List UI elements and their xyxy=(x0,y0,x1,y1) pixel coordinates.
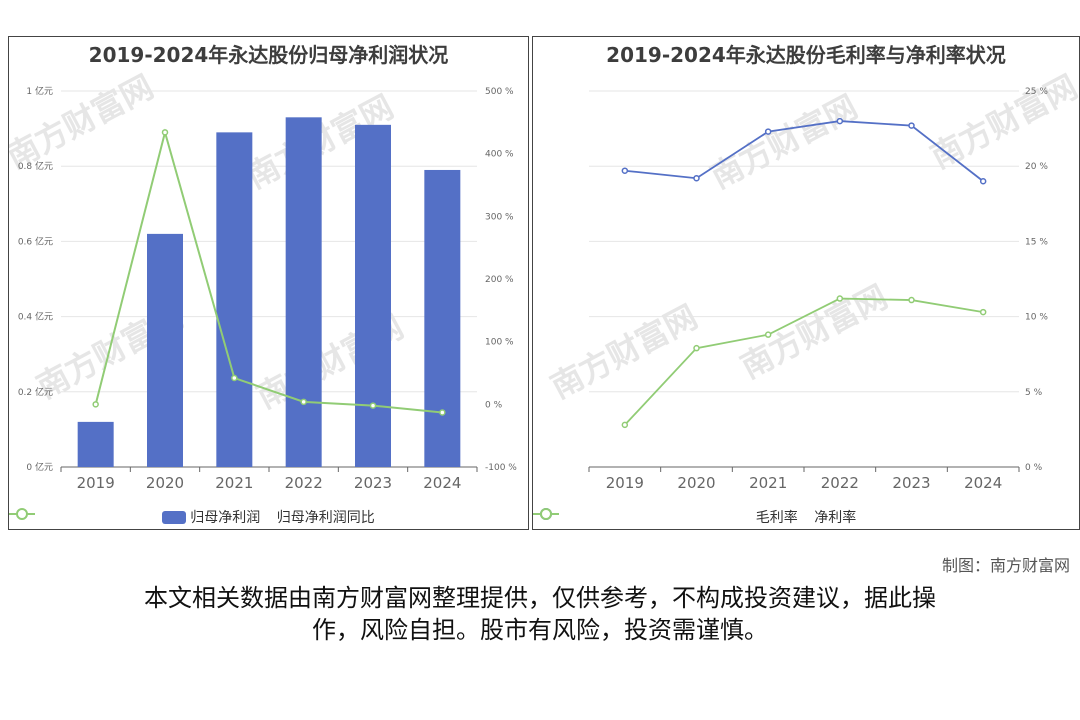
x-tick-label: 2022 xyxy=(285,474,323,492)
point-gross-margin xyxy=(979,177,987,185)
x-tick-label: 2023 xyxy=(354,474,392,492)
point-net-profit-yoy xyxy=(231,374,238,382)
legend: 归母净利润 归母净利润同比 xyxy=(9,507,528,527)
bar-net-profit xyxy=(355,124,391,467)
point-net-margin xyxy=(836,295,844,302)
x-tick-label: 2019 xyxy=(77,474,115,492)
y-tick-label-right: 400 % xyxy=(485,150,514,160)
legend-item-net-profit-yoy[interactable]: 归母净利润同比 xyxy=(9,507,375,527)
net-profit-chart: 0 亿元 0.2 亿元 0.4 亿元 0.6 亿元 0.8 亿元 1 亿元 -100 % 0 … xyxy=(18,85,517,492)
point-net-profit-yoy xyxy=(369,402,377,409)
chart-title: 2019-2024年永达股份归母净利润状况 xyxy=(88,43,449,67)
legend-label: 毛利率 xyxy=(755,510,798,526)
disclaimer-line: 作，风险自担。股市有风险，投资需谨慎。 xyxy=(312,616,768,644)
y-tick-label-left: 0.8 亿元 xyxy=(18,160,53,172)
legend: 毛利率 净利率 xyxy=(533,507,1079,527)
point-gross-margin xyxy=(693,174,700,182)
chart-panel-margins: 南方财富网 南方财富网 南方财富网 南方财富网 0 % 5 % 10 % 15 % 20… xyxy=(532,36,1080,530)
bar-net-profit xyxy=(285,117,322,467)
y-tick-label-right: 0 % xyxy=(1025,463,1043,473)
y-tick-label-left: 0 亿元 xyxy=(26,461,53,473)
point-net-profit-yoy xyxy=(439,409,446,416)
y-tick-label-right: 300 % xyxy=(485,212,514,222)
x-tick-label: 2021 xyxy=(749,474,787,492)
y-tick-label-left: 0.4 亿元 xyxy=(18,311,53,323)
y-tick-label-right: 100 % xyxy=(485,338,514,348)
line-net-margin xyxy=(624,297,984,426)
point-net-profit-yoy xyxy=(300,398,307,406)
disclaimer: 本文相关数据由南方财富网整理提供，仅供参考，不构成投资建议，据此操 作，风险自担… xyxy=(0,582,1080,646)
y-tick-label-right: -100 % xyxy=(485,463,517,473)
y-tick-label-left: 0.6 亿元 xyxy=(18,235,53,247)
point-net-profit-yoy xyxy=(161,129,169,136)
chart-credit: 制图：南方财富网 xyxy=(941,556,1070,575)
chart-title: 2019-2024年永达股份毛利率与净利率状况 xyxy=(606,43,1006,67)
y-tick-label-right: 20 % xyxy=(1025,162,1048,172)
bar-net-profit xyxy=(147,233,183,467)
point-net-margin xyxy=(764,331,772,338)
point-gross-margin xyxy=(764,128,772,135)
bar-net-profit xyxy=(77,421,114,467)
legend-item-net-profit[interactable]: 归母净利润 xyxy=(162,507,260,527)
legend-label: 归母净利润同比 xyxy=(276,510,375,526)
legend-item-net-margin[interactable]: 净利率 xyxy=(533,507,857,527)
y-tick-label-left: 1 亿元 xyxy=(26,85,53,97)
x-tick-label: 2020 xyxy=(146,474,184,492)
x-tick-label: 2021 xyxy=(215,474,253,492)
legend-item-gross-margin[interactable]: 毛利率 xyxy=(533,507,798,527)
bar-net-profit xyxy=(424,169,461,467)
point-gross-margin xyxy=(836,117,844,125)
chart-panel-net-profit: 南方财富网 南方财富网 南方财富网 南方财富网 0 亿元0.2 亿元0.4 亿元… xyxy=(8,36,529,530)
point-gross-margin xyxy=(621,167,629,174)
legend-label: 归母净利润 xyxy=(190,510,261,526)
y-tick-label-right: 15 % xyxy=(1025,237,1048,247)
y-tick-label-right: 500 % xyxy=(485,87,514,97)
margins-chart: 0 % 5 % 10 % 15 % 20 % 25 % 2019 2020 2021 2022 20… xyxy=(588,87,1048,492)
disclaimer-line: 本文相关数据由南方财富网整理提供，仅供参考，不构成投资建议，据此操 xyxy=(144,584,936,612)
y-tick-label-right: 0 % xyxy=(485,400,503,410)
point-net-margin xyxy=(979,308,987,316)
line-gross-margin xyxy=(624,120,984,182)
x-tick-label: 2024 xyxy=(964,474,1002,492)
legend-line-symbol xyxy=(9,508,35,520)
x-tick-label: 2022 xyxy=(821,474,859,492)
y-tick-label-right: 25 % xyxy=(1025,87,1048,97)
point-gross-margin xyxy=(908,122,915,129)
line-net-profit-yoy xyxy=(94,128,443,414)
legend-line-symbol xyxy=(533,508,559,520)
y-tick-label-right: 200 % xyxy=(485,275,514,285)
bar-net-profit xyxy=(216,132,253,468)
x-tick-label: 2023 xyxy=(892,474,930,492)
y-tick-label-right: 10 % xyxy=(1025,313,1048,323)
x-tick-label: 2020 xyxy=(677,474,715,492)
point-net-margin xyxy=(693,344,700,352)
legend-label: 净利率 xyxy=(814,510,857,526)
point-net-margin xyxy=(908,296,915,304)
x-tick-label: 2024 xyxy=(423,474,461,492)
x-tick-label: 2019 xyxy=(606,474,644,492)
legend-bar-swatch xyxy=(162,510,187,524)
point-net-profit-yoy xyxy=(92,401,99,408)
point-net-margin xyxy=(621,421,629,429)
y-tick-label-right: 5 % xyxy=(1025,388,1043,398)
y-tick-label-left: 0.2 亿元 xyxy=(18,386,53,398)
